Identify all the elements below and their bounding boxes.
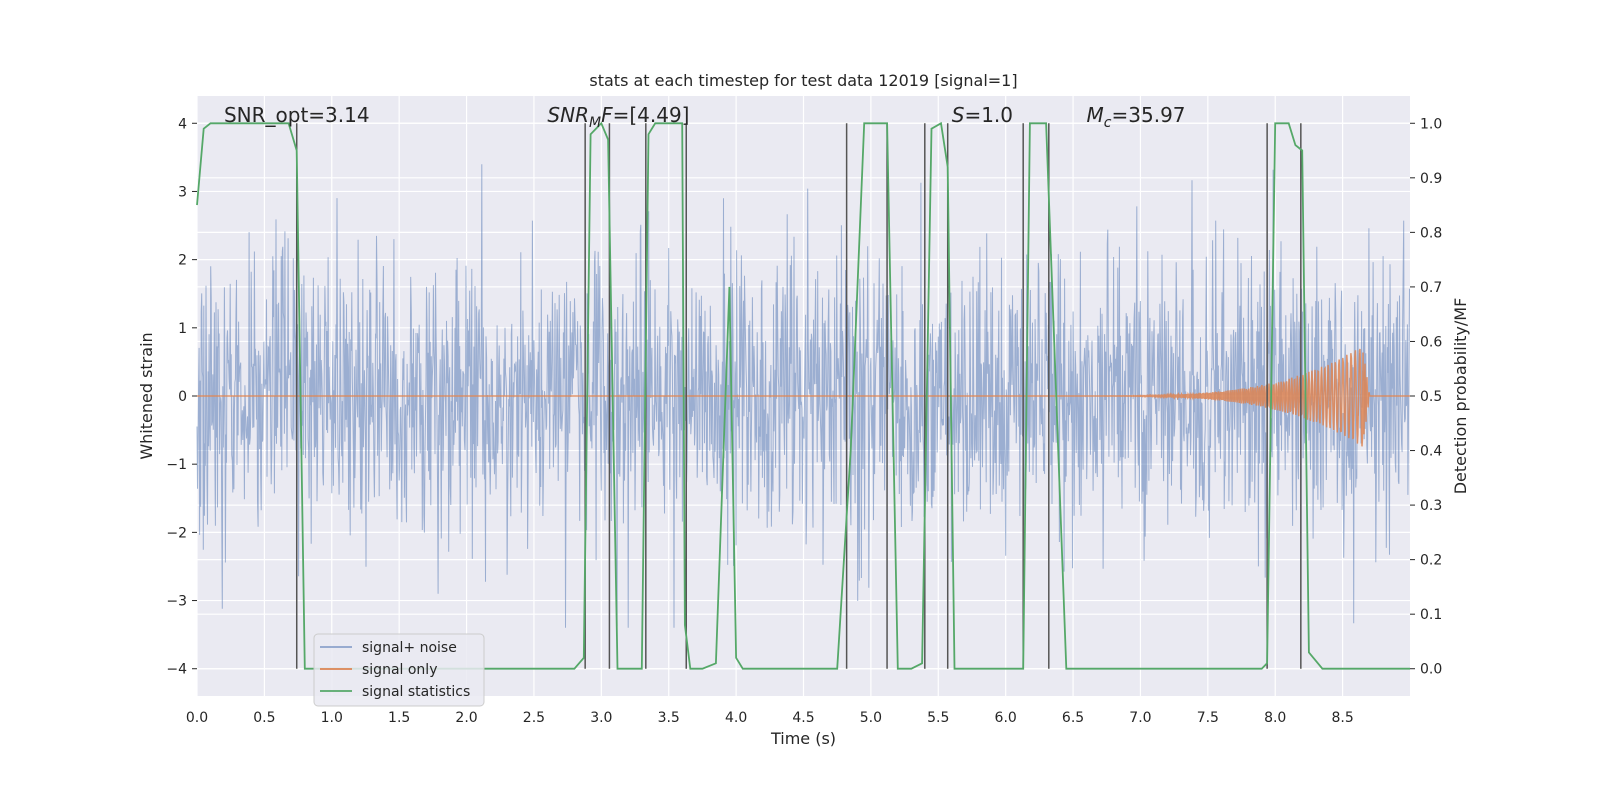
y2-tick-label: 0.8 [1420, 225, 1442, 241]
annotation-text: SNR_opt=3.14 [224, 103, 370, 127]
y-tick-label: −4 [166, 662, 187, 678]
signal-statistics-series [196, 121, 1410, 670]
x-tick-label: 1.5 [388, 710, 410, 726]
y-tick-label: −2 [166, 525, 187, 541]
y-axis-label: Whitened strain [137, 332, 156, 459]
annotations: SNR_opt=3.14 SNRMF=[4.49] S=1.0 Mc=35.97 [224, 103, 1186, 131]
x-tick-label: 7.5 [1197, 710, 1219, 726]
y2-tick-label: 0.1 [1420, 607, 1442, 623]
x-tick-label: 5.5 [927, 710, 949, 726]
x-tick-label: 8.5 [1331, 710, 1353, 726]
y-tick-label: 0 [178, 389, 187, 405]
x-tick-label: 4.5 [792, 710, 814, 726]
annotation-text: SNRMF=[4.49] [547, 103, 689, 131]
x-tick-label: 6.0 [995, 710, 1017, 726]
x-axis-label: Time (s) [770, 729, 836, 748]
signal-noise-series [196, 164, 1410, 628]
y2-tick-label: 0.2 [1420, 553, 1442, 569]
y2-tick-label: 0.7 [1420, 280, 1442, 296]
y-tick-label: 1 [178, 321, 187, 337]
y-axis-ticks: −4 −3 −2 −1 0 1 2 3 4 [166, 116, 197, 678]
x-tick-label: 7.0 [1129, 710, 1151, 726]
x-tick-label: 6.5 [1062, 710, 1084, 726]
x-axis-ticks: 0.0 0.5 1.0 1.5 2.0 2.5 3.0 3.5 4.0 4.5 5.0 5.5 6.0 6… [186, 710, 1354, 726]
y2-tick-label: 1.0 [1420, 116, 1442, 132]
x-tick-label: 2.0 [455, 710, 477, 726]
legend-label-signal-statistics: signal statistics [362, 684, 470, 700]
signal-noise-line [196, 164, 1410, 628]
y2-tick-label: 0.0 [1420, 662, 1442, 678]
annotation-text: S=1.0 [952, 103, 1013, 127]
y2-tick-label: 0.4 [1420, 444, 1442, 460]
x-tick-label: 1.0 [321, 710, 343, 726]
x-tick-label: 2.5 [523, 710, 545, 726]
x-tick-label: 3.0 [590, 710, 612, 726]
y-tick-label: −3 [166, 594, 187, 610]
y2-tick-label: 0.5 [1420, 389, 1442, 405]
y-tick-label: 2 [178, 253, 187, 269]
x-tick-label: 3.5 [658, 710, 680, 726]
legend: signal+ noise signal only signal statist… [313, 633, 485, 707]
y2-axis-ticks: 0.0 0.1 0.2 0.3 0.4 0.5 0.6 0.7 0.8 0.9 1.0 [1410, 116, 1442, 678]
y2-tick-label: 0.3 [1420, 498, 1442, 514]
legend-box [313, 633, 485, 707]
signal-only-line [197, 348, 1410, 447]
y-tick-label: 3 [178, 184, 187, 200]
x-tick-label: 8.0 [1264, 710, 1286, 726]
x-tick-label: 5.0 [860, 710, 882, 726]
x-tick-label: 4.0 [725, 710, 747, 726]
annotation-text: Mc=35.97 [1087, 103, 1186, 131]
y2-axis-label: Detection probability/MF [1451, 298, 1470, 495]
y-tick-label: 4 [178, 116, 187, 132]
legend-label-signal-only: signal only [362, 662, 437, 678]
legend-label-signal-noise: signal+ noise [362, 640, 457, 656]
x-tick-label: 0.5 [253, 710, 275, 726]
y2-tick-label: 0.6 [1420, 334, 1442, 350]
signal-only-series [197, 348, 1410, 447]
y2-tick-label: 0.9 [1420, 171, 1442, 187]
chart-title: stats at each timestep for test data 120… [589, 71, 1017, 90]
y-tick-label: −1 [166, 457, 187, 473]
signal-statistics-line [196, 121, 1410, 670]
x-tick-label: 0.0 [186, 710, 208, 726]
